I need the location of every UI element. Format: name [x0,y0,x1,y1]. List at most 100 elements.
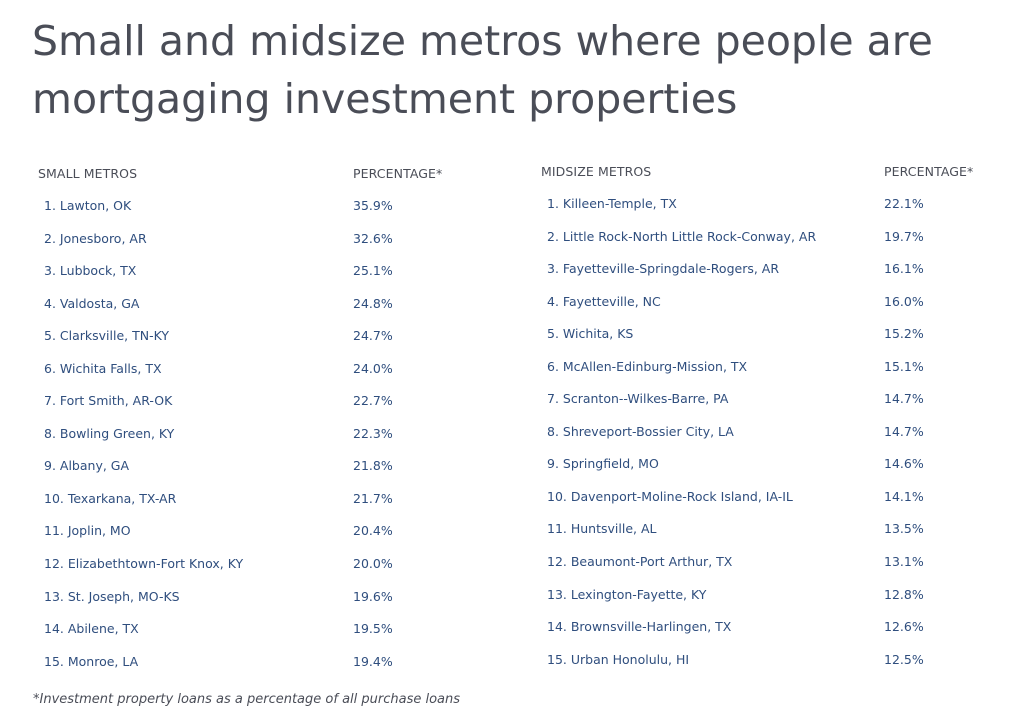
page-title: Small and midsize metros where people ar… [32,17,933,123]
percentage-cell: 14.7% [884,423,924,439]
table-row: 3. Fayetteville-Springdale-Rogers, AR 16.… [541,253,1011,286]
small-metros-table: SMALL METROS PERCENTAGE* 1. Lawton, OK 35… [38,160,508,678]
metro-name-cell: 11. Joplin, MO [44,523,131,539]
percentage-cell: 19.5% [353,621,393,637]
percentage-cell: 19.7% [884,228,924,244]
percentage-cell: 19.4% [353,653,393,669]
column-header-metro: SMALL METROS [38,166,138,181]
percentage-cell: 21.8% [353,458,393,474]
percentage-cell: 15.2% [884,326,924,342]
table-row: 6. McAllen-Edinburg-Mission, TX 15.1% [541,351,1011,384]
metro-name-cell: 3. Lubbock, TX [44,263,137,279]
percentage-cell: 12.8% [884,586,924,602]
metro-name-cell: 10. Texarkana, TX-AR [44,490,177,506]
percentage-cell: 13.1% [884,554,924,570]
column-header-metro: MIDSIZE METROS [541,164,652,179]
metro-name-cell: 15. Monroe, LA [44,653,139,669]
percentage-cell: 12.6% [884,619,924,635]
table-row: 9. Springfield, MO 14.6% [541,448,1011,481]
table-row: 1. Lawton, OK 35.9% [38,190,508,223]
metro-name-cell: 3. Fayetteville-Springdale-Rogers, AR [547,261,780,277]
table-row: 8. Bowling Green, KY 22.3% [38,418,508,451]
metro-name-cell: 12. Elizabethtown-Fort Knox, KY [44,556,244,572]
table-row: 7. Scranton--Wilkes-Barre, PA 14.7% [541,383,1011,416]
metro-name-cell: 14. Brownsville-Harlingen, TX [547,619,732,635]
table-body: 1. Lawton, OK 35.9% 2. Jonesboro, AR 32.6% 3… [38,190,508,678]
percentage-cell: 19.6% [353,588,393,604]
percentage-cell: 35.9% [353,198,393,213]
percentage-cell: 25.1% [353,263,393,279]
metro-name-cell: 6. Wichita Falls, TX [44,360,162,376]
percentage-cell: 22.3% [353,425,393,441]
table-header: MIDSIZE METROS PERCENTAGE* [541,158,1011,188]
footnote: *Investment property loans as a percenta… [33,692,461,707]
percentage-cell: 16.1% [884,261,924,277]
percentage-cell: 22.7% [353,393,393,409]
metro-name-cell: 2. Little Rock-North Little Rock-Conway,… [547,228,817,244]
percentage-cell: 24.7% [353,328,393,344]
metro-name-cell: 5. Clarksville, TN-KY [44,328,169,344]
metro-name-cell: 6. McAllen-Edinburg-Mission, TX [547,358,748,374]
metro-name-cell: 8. Bowling Green, KY [44,425,175,441]
table-row: 15. Urban Honolulu, HI 12.5% [541,644,1011,677]
metro-name-cell: 13. Lexington-Fayette, KY [547,586,707,602]
percentage-cell: 32.6% [353,230,393,246]
table-row: 4. Valdosta, GA 24.8% [38,288,508,321]
table-row: 6. Wichita Falls, TX 24.0% [38,353,508,386]
table-row: 12. Beaumont-Port Arthur, TX 13.1% [541,546,1011,579]
percentage-cell: 16.0% [884,293,924,309]
metro-name-cell: 4. Valdosta, GA [44,295,140,311]
percentage-cell: 24.8% [353,295,393,311]
table-row: 8. Shreveport-Bossier City, LA 14.7% [541,416,1011,449]
table-row: 3. Lubbock, TX 25.1% [38,255,508,288]
metro-name-cell: 11. Huntsville, AL [547,521,657,537]
table-row: 9. Albany, GA 21.8% [38,450,508,483]
metro-name-cell: 7. Scranton--Wilkes-Barre, PA [547,391,729,407]
table-row: 2. Jonesboro, AR 32.6% [38,223,508,256]
percentage-cell: 15.1% [884,358,924,374]
table-row: 13. Lexington-Fayette, KY 12.8% [541,579,1011,612]
metro-name-cell: 4. Fayetteville, NC [547,293,661,309]
table-row: 11. Joplin, MO 20.4% [38,515,508,548]
percentage-cell: 24.0% [353,360,393,376]
column-header-percentage: PERCENTAGE* [353,166,443,181]
metro-name-cell: 9. Albany, GA [44,458,130,474]
metro-name-cell: 2. Jonesboro, AR [44,230,147,246]
metro-name-cell: 1. Killeen-Temple, TX [547,196,677,211]
table-row: 4. Fayetteville, NC 16.0% [541,286,1011,319]
table-row: 11. Huntsville, AL 13.5% [541,513,1011,546]
percentage-cell: 21.7% [353,490,393,506]
table-row: 10. Texarkana, TX-AR 21.7% [38,483,508,516]
metro-name-cell: 14. Abilene, TX [44,621,139,637]
percentage-cell: 14.7% [884,391,924,407]
percentage-cell: 20.0% [353,556,393,572]
table-header: SMALL METROS PERCENTAGE* [38,160,508,190]
percentage-cell: 14.1% [884,488,924,504]
metro-name-cell: 15. Urban Honolulu, HI [547,651,690,667]
percentage-cell: 14.6% [884,456,924,472]
table-row: 14. Abilene, TX 19.5% [38,613,508,646]
metro-name-cell: 9. Springfield, MO [547,456,659,472]
table-row: 5. Wichita, KS 15.2% [541,318,1011,351]
table-row: 12. Elizabethtown-Fort Knox, KY 20.0% [38,548,508,581]
table-row: 15. Monroe, LA 19.4% [38,646,508,679]
percentage-cell: 12.5% [884,651,924,667]
table-row: 14. Brownsville-Harlingen, TX 12.6% [541,611,1011,644]
column-header-percentage: PERCENTAGE* [884,164,974,179]
table-row: 13. St. Joseph, MO-KS 19.6% [38,581,508,614]
metro-name-cell: 8. Shreveport-Bossier City, LA [547,423,734,439]
metro-name-cell: 10. Davenport-Moline-Rock Island, IA-IL [547,488,793,504]
table-body: 1. Killeen-Temple, TX 22.1% 2. Little Rock… [541,188,1011,676]
table-row: 10. Davenport-Moline-Rock Island, IA-IL 1… [541,481,1011,514]
percentage-cell: 20.4% [353,523,393,539]
table-row: 2. Little Rock-North Little Rock-Conway,… [541,221,1011,254]
table-row: 5. Clarksville, TN-KY 24.7% [38,320,508,353]
table-row: 1. Killeen-Temple, TX 22.1% [541,188,1011,221]
metro-name-cell: 7. Fort Smith, AR-OK [44,393,173,409]
metro-name-cell: 1. Lawton, OK [44,198,132,213]
percentage-cell: 22.1% [884,196,924,211]
metro-name-cell: 13. St. Joseph, MO-KS [44,588,180,604]
metro-name-cell: 5. Wichita, KS [547,326,634,342]
table-row: 7. Fort Smith, AR-OK 22.7% [38,385,508,418]
percentage-cell: 13.5% [884,521,924,537]
